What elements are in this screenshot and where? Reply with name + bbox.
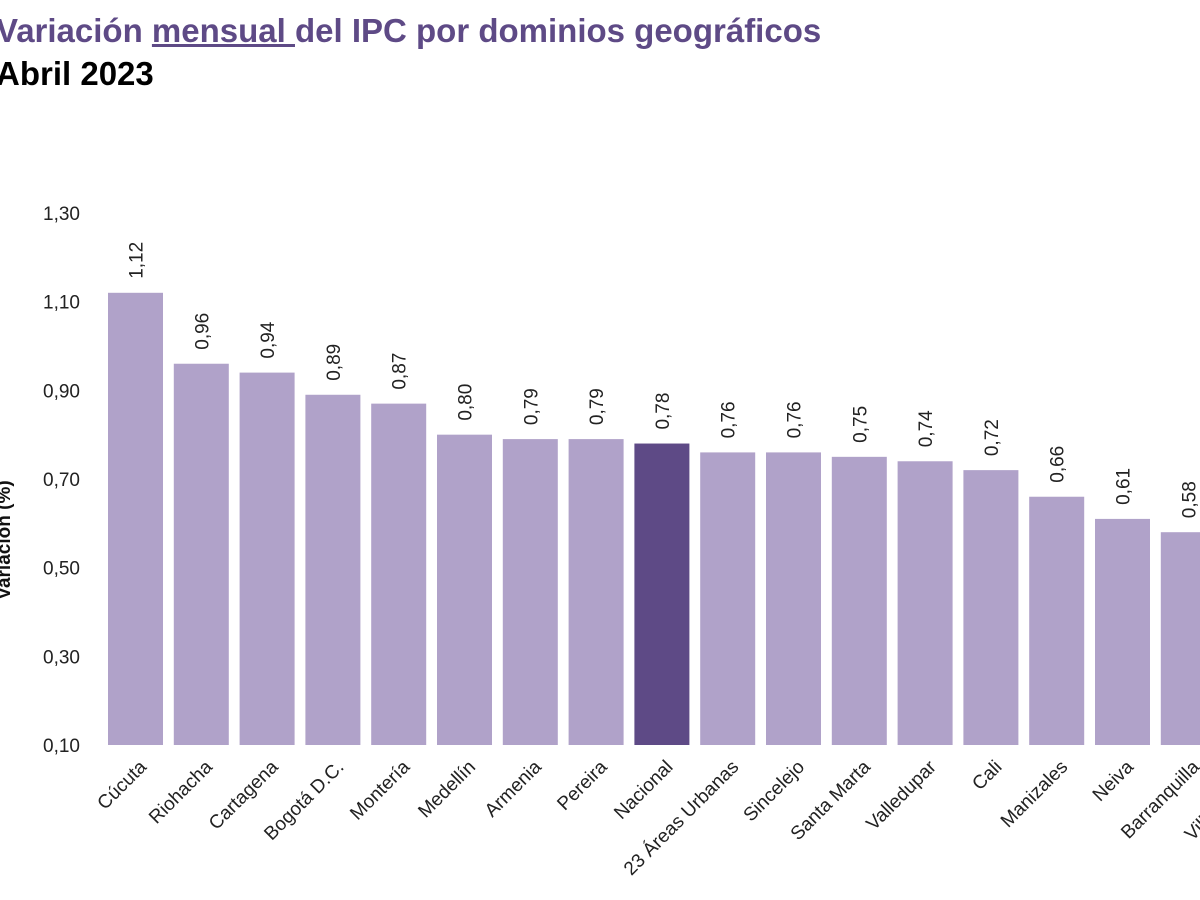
bar-5 bbox=[437, 434, 492, 745]
data-label: 1,12 bbox=[127, 242, 148, 279]
bar-3 bbox=[305, 394, 361, 745]
data-label: 0,89 bbox=[324, 344, 345, 381]
data-label: 0,72 bbox=[982, 419, 1003, 456]
category-label: Armenia bbox=[481, 756, 546, 821]
y-tick-label: 0,30 bbox=[43, 647, 80, 668]
category-label: Manizales bbox=[997, 757, 1072, 832]
category-label: Valledupar bbox=[863, 756, 942, 835]
bar-16 bbox=[1160, 532, 1200, 745]
category-label: Cúcuta bbox=[94, 756, 152, 814]
category-label: Nacional bbox=[610, 757, 677, 824]
category-label: 23 Áreas Urbanas bbox=[620, 757, 743, 880]
bar-1 bbox=[173, 363, 229, 745]
data-label: 0,74 bbox=[916, 410, 937, 447]
category-label: Montería bbox=[346, 756, 414, 824]
chart-subtitle: Abril 2023 bbox=[0, 55, 154, 92]
bar-15 bbox=[1095, 518, 1150, 745]
data-label: 0,94 bbox=[258, 321, 279, 358]
bar-12 bbox=[897, 461, 953, 745]
data-label: 0,76 bbox=[719, 401, 740, 438]
data-label: 0,87 bbox=[390, 353, 411, 390]
category-label: Neiva bbox=[1089, 756, 1139, 806]
y-tick-label: 1,30 bbox=[43, 204, 80, 225]
bar-14 bbox=[1029, 496, 1085, 745]
bar-0 bbox=[108, 292, 163, 745]
category-label: Medellín bbox=[414, 757, 480, 823]
data-label: 0,61 bbox=[1114, 468, 1135, 505]
data-label: 0,96 bbox=[192, 313, 213, 350]
bar-2 bbox=[239, 372, 295, 745]
data-label: 0,80 bbox=[456, 384, 477, 421]
category-label: Pereira bbox=[553, 756, 611, 814]
bar-11 bbox=[831, 456, 887, 745]
title-prefix: Variación bbox=[0, 12, 152, 49]
bar-10 bbox=[766, 452, 821, 745]
y-axis-label: Variación (%) bbox=[0, 480, 15, 599]
y-tick-label: 0,70 bbox=[43, 470, 80, 491]
y-tick-label: 0,90 bbox=[43, 381, 80, 402]
bar-8 bbox=[634, 443, 690, 745]
y-tick-label: 1,10 bbox=[43, 293, 80, 314]
data-label: 0,66 bbox=[1048, 446, 1069, 483]
title-underlined: mensual bbox=[151, 12, 295, 49]
y-tick-label: 0,50 bbox=[43, 559, 80, 580]
data-label: 0,58 bbox=[1179, 481, 1200, 518]
data-label: 0,78 bbox=[653, 393, 674, 430]
data-label: 0,76 bbox=[785, 401, 806, 438]
data-label: 0,79 bbox=[521, 388, 542, 425]
bar-6 bbox=[502, 439, 558, 745]
data-label: 0,79 bbox=[587, 388, 608, 425]
bar-4 bbox=[371, 403, 427, 745]
category-label: Cali bbox=[968, 757, 1006, 795]
chart-title: Variación mensual del IPC por dominios g… bbox=[0, 12, 821, 50]
bar-7 bbox=[568, 439, 624, 745]
bar-9 bbox=[700, 452, 756, 745]
y-tick-label: 0,10 bbox=[43, 736, 80, 757]
title-suffix: del IPC por dominios geográficos bbox=[294, 12, 822, 49]
category-label: Sincelejo bbox=[740, 757, 809, 826]
data-label: 0,75 bbox=[850, 406, 871, 443]
bar-13 bbox=[963, 470, 1019, 745]
